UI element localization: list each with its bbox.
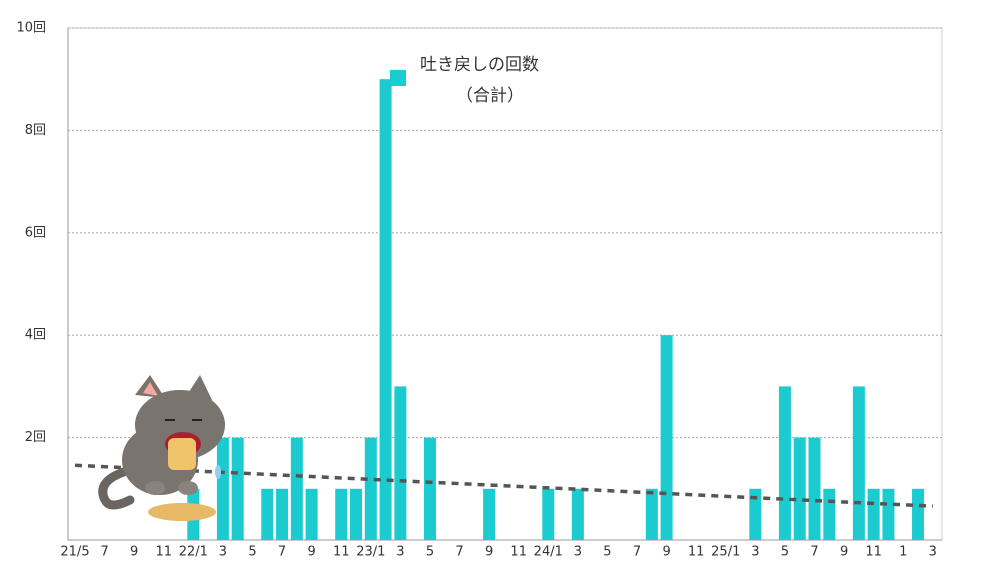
x-tick-label: 3	[751, 545, 759, 560]
y-tick-label: 4回	[25, 328, 46, 343]
bar	[823, 488, 836, 540]
x-tick-label: 9	[130, 545, 138, 560]
x-tick-label: 7	[810, 545, 818, 560]
x-tick-label: 11	[865, 545, 882, 560]
x-tick-label: 21/5	[60, 545, 89, 560]
x-tick-label: 3	[396, 545, 404, 560]
y-tick-label: 6回	[25, 225, 46, 240]
bar	[290, 437, 303, 540]
x-tick-label: 25/1	[711, 545, 740, 560]
legend-marker	[390, 70, 406, 86]
bar	[645, 488, 658, 540]
x-tick-label: 9	[307, 545, 315, 560]
x-tick-label: 11	[688, 545, 705, 560]
x-tick-label: 5	[781, 545, 789, 560]
bar	[379, 79, 392, 540]
bar	[423, 437, 436, 540]
x-tick-label: 7	[100, 545, 108, 560]
x-tick-label: 7	[633, 545, 641, 560]
bar	[364, 437, 377, 540]
x-tick-label: 5	[426, 545, 434, 560]
legend-label: 吐き戻しの回数	[420, 55, 539, 75]
x-tick-label: 3	[219, 545, 227, 560]
y-tick-label: 10回	[16, 21, 46, 36]
bar	[335, 488, 348, 540]
x-tick-label: 3	[574, 545, 582, 560]
bar	[571, 488, 584, 540]
bar	[852, 386, 865, 540]
bar	[350, 488, 363, 540]
bar	[660, 335, 673, 540]
x-tick-label: 11	[510, 545, 527, 560]
x-tick-label: 7	[278, 545, 286, 560]
bar	[483, 488, 496, 540]
bar	[749, 488, 762, 540]
bar	[216, 437, 229, 540]
bar	[882, 488, 895, 540]
bar	[305, 488, 318, 540]
legend-subtitle: （合計）	[456, 86, 524, 106]
x-tick-label: 9	[662, 545, 670, 560]
x-tick-label: 23/1	[356, 545, 385, 560]
bar	[793, 437, 806, 540]
x-tick-label: 22/1	[179, 545, 208, 560]
x-tick-label: 3	[929, 545, 937, 560]
x-tick-label: 1	[899, 545, 907, 560]
x-tick-label: 11	[155, 545, 172, 560]
bar	[778, 386, 791, 540]
bar	[867, 488, 880, 540]
cat-illustration	[98, 375, 225, 521]
x-tick-label: 5	[248, 545, 256, 560]
bar	[394, 386, 407, 540]
x-tick-label: 7	[455, 545, 463, 560]
x-tick-label: 5	[603, 545, 611, 560]
bar	[912, 488, 925, 540]
bar	[276, 488, 289, 540]
x-tick-label: 9	[840, 545, 848, 560]
bar	[808, 437, 821, 540]
x-tick-label: 9	[485, 545, 493, 560]
x-tick-label: 24/1	[534, 545, 563, 560]
bar	[231, 437, 244, 540]
y-tick-label: 8回	[25, 123, 46, 138]
y-tick-label: 2回	[25, 430, 46, 445]
bar	[542, 488, 555, 540]
bars	[187, 79, 925, 540]
x-tick-label: 11	[333, 545, 350, 560]
bar	[261, 488, 274, 540]
